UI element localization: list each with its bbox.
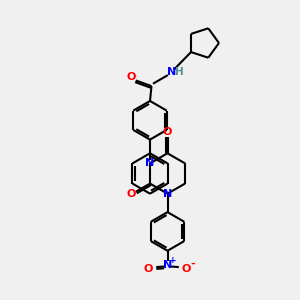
Text: O: O [144,264,153,274]
Text: H: H [175,67,184,77]
Text: O: O [163,127,172,136]
Text: O: O [182,264,191,274]
Text: N: N [167,67,176,77]
Text: N: N [163,189,172,199]
Text: O: O [127,73,136,82]
Text: N: N [146,158,154,168]
Text: O: O [127,189,136,200]
Text: N: N [163,260,172,270]
Text: -: - [191,259,195,269]
Text: +: + [169,256,177,265]
